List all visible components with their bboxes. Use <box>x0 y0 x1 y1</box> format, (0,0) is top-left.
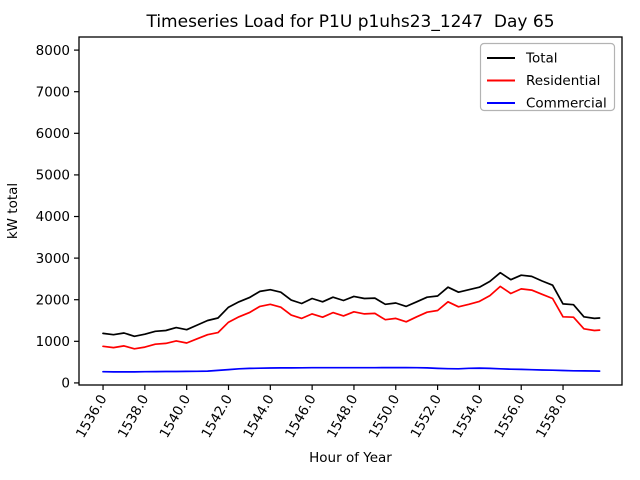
plot-area-border <box>78 36 623 386</box>
x-tick-label: 1536.0 <box>73 392 110 441</box>
x-tick-label: 1538.0 <box>115 392 152 441</box>
series-lines <box>102 271 601 373</box>
legend: Total Residential Commercial <box>479 42 616 112</box>
chart-title: Timeseries Load for P1U p1uhs23_1247 Day… <box>145 12 554 32</box>
legend-item-total: Total <box>487 51 558 67</box>
x-tick-label: 1544.0 <box>240 392 277 441</box>
legend-item-commercial: Commercial <box>487 96 607 112</box>
legend-item-residential: Residential <box>487 73 600 89</box>
y-tick-label: 1000 <box>36 334 70 350</box>
series-line-commercial <box>102 366 601 373</box>
y-tick-label: 3000 <box>36 251 70 267</box>
x-tick-label: 1542.0 <box>198 392 235 441</box>
x-tick-label: 1546.0 <box>282 392 319 441</box>
series-line-residential <box>102 285 601 350</box>
x-tick-label: 1548.0 <box>324 392 361 441</box>
legend-label-total: Total <box>525 51 558 67</box>
x-tick-label: 1556.0 <box>491 392 528 441</box>
x-tick-label: 1552.0 <box>408 392 445 441</box>
y-tick-label: 7000 <box>36 84 70 100</box>
legend-label-residential: Residential <box>526 73 600 89</box>
series-line-total <box>102 271 601 338</box>
y-tick-label: 4000 <box>36 209 70 225</box>
x-tick-label: 1540.0 <box>157 392 194 441</box>
x-tick-label: 1554.0 <box>449 392 486 441</box>
x-tick-label: 1550.0 <box>366 392 403 441</box>
x-axis-label: Hour of Year <box>309 450 392 466</box>
legend-box <box>479 42 616 112</box>
y-axis-label: kW total <box>5 183 21 239</box>
legend-label-commercial: Commercial <box>526 96 607 112</box>
y-tick-label: 6000 <box>36 126 70 142</box>
y-tick-label: 0 <box>61 376 70 392</box>
x-tick-label: 1558.0 <box>533 392 570 441</box>
y-tick-label: 2000 <box>36 292 70 308</box>
y-tick-label: 8000 <box>36 43 70 59</box>
y-tick-label: 5000 <box>36 168 70 184</box>
